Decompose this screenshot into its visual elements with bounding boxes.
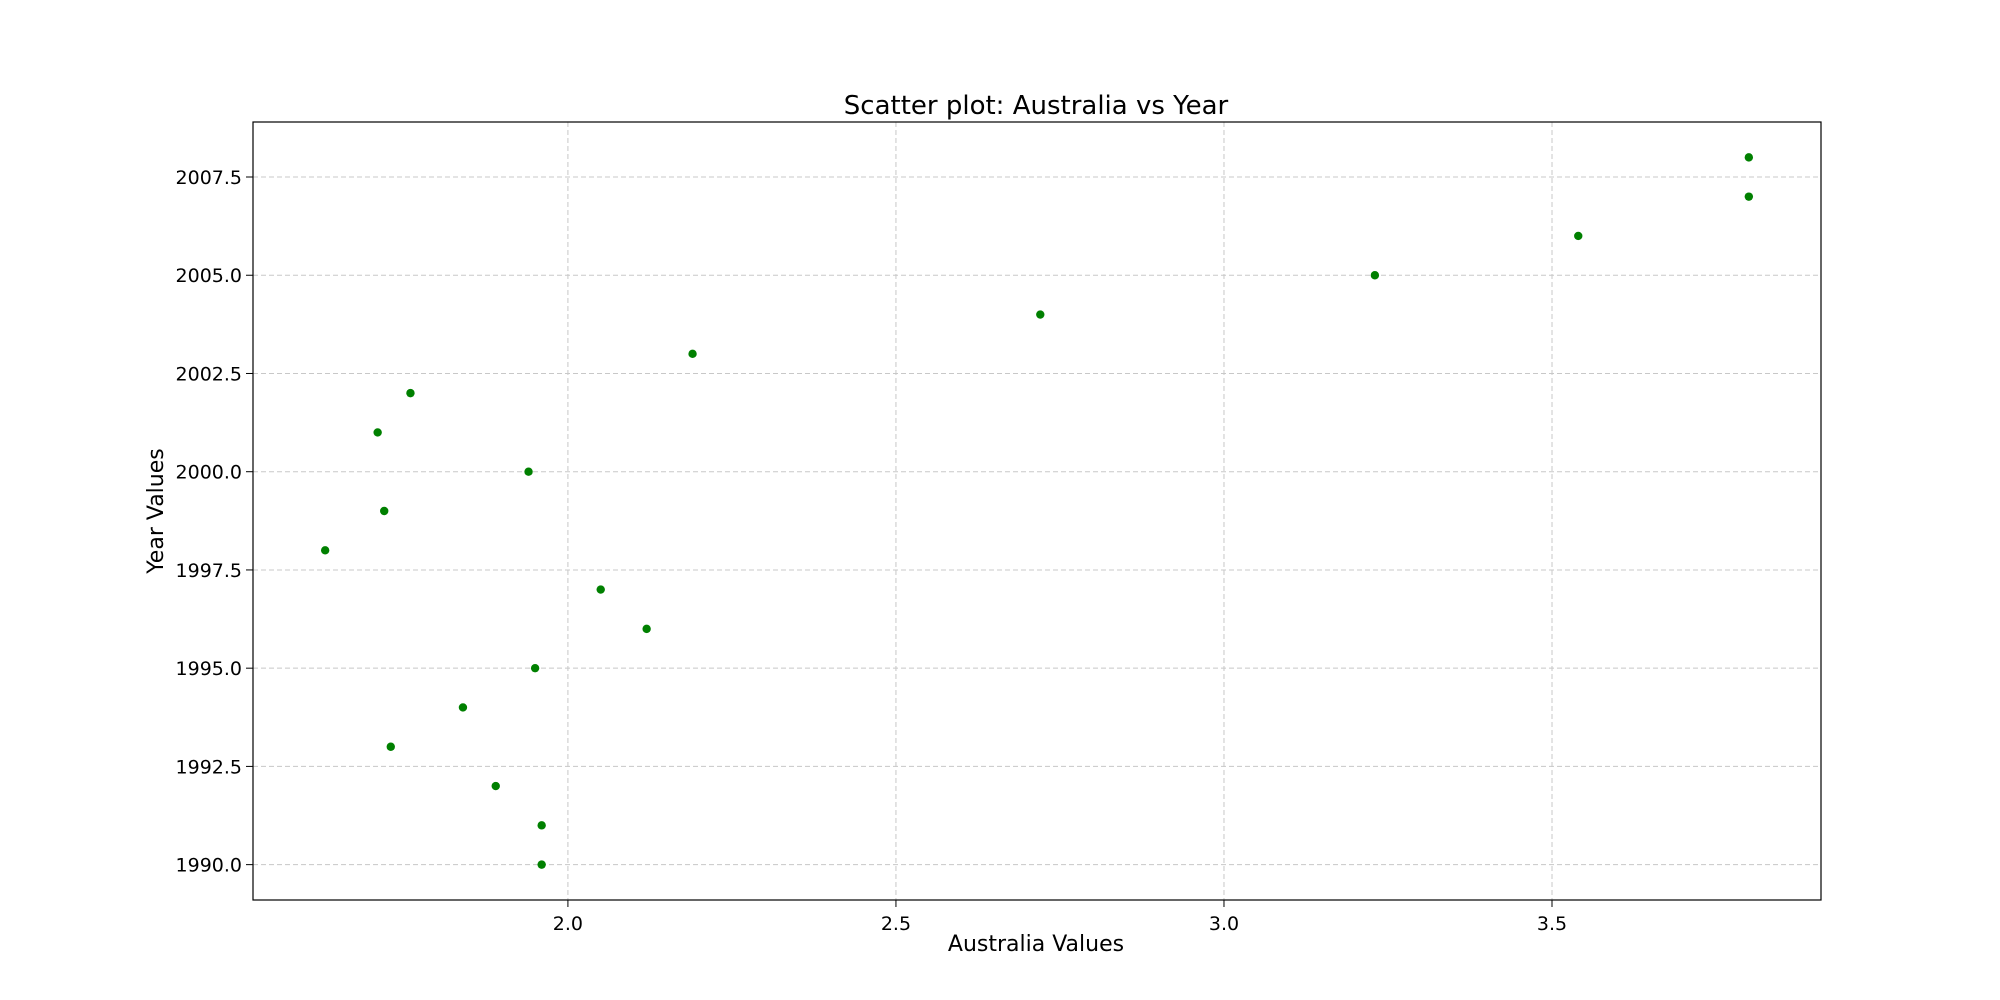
scatter-point (1370, 271, 1380, 280)
x-tick-label: 2.5 (881, 913, 911, 935)
ticks-layer: 2.0 2.5 3.0 3.5 1990.0 1992.5 1995.0 1997.5 2000… (176, 167, 1568, 935)
scatter-point (386, 742, 395, 751)
y-tick-label: 1992.5 (176, 756, 242, 778)
x-tick-label: 3.0 (1209, 913, 1239, 935)
y-axis-label: Year Values (144, 448, 169, 574)
y-tick-label: 1990.0 (176, 855, 242, 877)
chart-title: Scatter plot: Australia vs Year (844, 91, 1229, 121)
scatter-point (688, 349, 697, 359)
scatter-point (530, 663, 540, 673)
scatter-point (373, 428, 382, 437)
y-tick-label: 2000.0 (176, 462, 242, 484)
scatter-point (537, 860, 546, 869)
points-layer (320, 153, 1754, 869)
scatter-point (320, 546, 330, 555)
scatter-point (458, 703, 468, 712)
y-tick-label: 2002.5 (176, 363, 242, 385)
scatter-point (1574, 231, 1583, 241)
scatter-point (1744, 192, 1754, 201)
y-tick-label: 2007.5 (176, 167, 242, 189)
x-axis-label: Australia Values (948, 932, 1124, 957)
scatter-point (1744, 153, 1754, 162)
scatter-point (406, 388, 415, 398)
scatter-point (380, 506, 389, 516)
scatter-point (537, 821, 546, 830)
y-tick-label: 1995.0 (176, 658, 242, 680)
y-tick-label: 2005.0 (176, 265, 242, 287)
x-tick-label: 3.5 (1537, 913, 1567, 935)
scatter-point (642, 624, 651, 634)
grid-layer (253, 122, 1821, 900)
scatter-point (491, 781, 500, 791)
scatter-point (1036, 310, 1045, 319)
scatter-point (596, 585, 605, 594)
scatter-point (524, 467, 533, 476)
plot-area-frame (252, 121, 1822, 901)
x-tick-label: 2.0 (553, 913, 583, 935)
y-tick-label: 1997.5 (176, 560, 242, 582)
